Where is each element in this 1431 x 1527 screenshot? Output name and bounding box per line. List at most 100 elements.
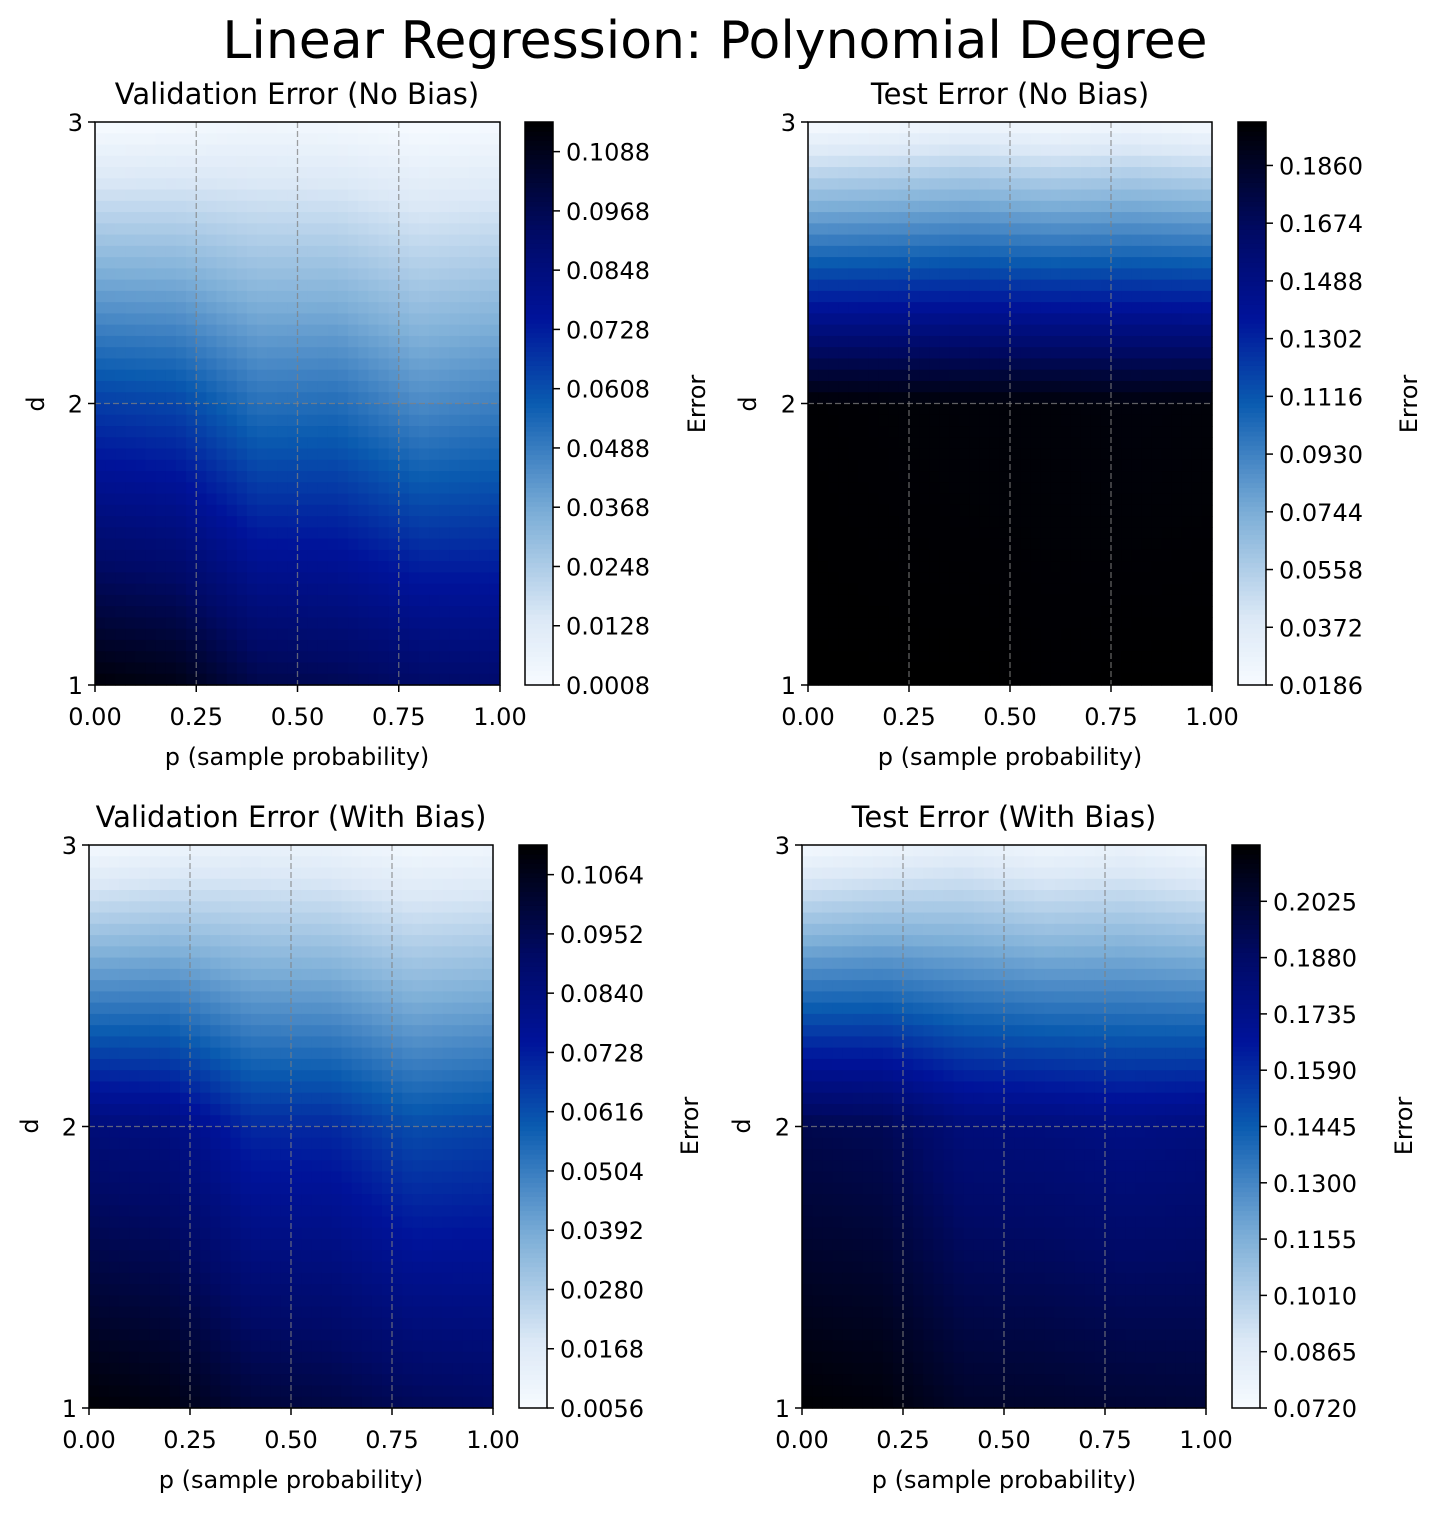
heatmap-cell bbox=[317, 426, 329, 438]
heatmap-cell bbox=[398, 380, 410, 393]
heatmap-cell bbox=[979, 606, 991, 619]
heatmap-cell bbox=[327, 639, 339, 652]
heatmap-cell bbox=[1050, 324, 1062, 337]
heatmap-cell bbox=[1121, 448, 1132, 461]
heatmap-cell bbox=[1010, 369, 1021, 382]
heatmap-cell bbox=[808, 549, 819, 562]
heatmap-cell bbox=[459, 257, 471, 269]
heatmap-cell bbox=[196, 606, 207, 619]
heatmap-cell bbox=[1131, 617, 1142, 630]
heatmap-cell bbox=[135, 504, 147, 517]
heatmap-cell bbox=[236, 290, 248, 303]
heatmap-cell bbox=[95, 662, 106, 675]
heatmap-cell bbox=[155, 335, 167, 348]
heatmap-cell bbox=[1050, 155, 1062, 168]
heatmap-cell bbox=[979, 493, 991, 506]
heatmap-cell bbox=[939, 426, 950, 438]
colorbar-segment bbox=[1238, 506, 1266, 513]
heatmap-cell bbox=[105, 302, 116, 315]
heatmap-cell bbox=[277, 200, 288, 213]
heatmap-cell bbox=[858, 369, 870, 382]
heatmap-cell bbox=[149, 912, 161, 925]
heatmap-cell bbox=[277, 448, 288, 461]
heatmap-cell bbox=[1111, 122, 1122, 134]
heatmap-cell bbox=[489, 313, 501, 326]
heatmap-cell bbox=[95, 414, 106, 427]
heatmap-cell bbox=[878, 144, 890, 157]
heatmap-cell bbox=[368, 189, 380, 202]
heatmap-cell bbox=[358, 200, 369, 213]
heatmap-cell bbox=[159, 1205, 171, 1218]
heatmap-cell bbox=[125, 459, 137, 472]
heatmap-cell bbox=[95, 268, 106, 281]
heatmap-cell bbox=[267, 549, 278, 562]
heatmap-cell bbox=[267, 155, 278, 168]
heatmap-cell bbox=[1171, 549, 1183, 562]
heatmap-cell bbox=[949, 516, 961, 528]
heatmap-cell bbox=[378, 448, 390, 461]
heatmap-cell bbox=[186, 426, 197, 438]
heatmap-cell bbox=[317, 527, 329, 540]
heatmap-cell bbox=[1040, 651, 1051, 664]
heatmap-cell bbox=[257, 482, 268, 495]
heatmap-cell bbox=[338, 178, 349, 191]
heatmap-cell bbox=[408, 313, 420, 326]
heatmap-cell bbox=[919, 155, 930, 168]
heatmap-cell bbox=[1141, 437, 1152, 450]
heatmap-cell bbox=[317, 561, 329, 573]
heatmap-cell bbox=[368, 583, 380, 596]
heatmap-cell bbox=[105, 482, 116, 495]
heatmap-cell bbox=[398, 392, 410, 405]
heatmap-cell bbox=[1020, 414, 1031, 427]
heatmap-cell bbox=[125, 448, 137, 461]
heatmap-cell bbox=[1121, 324, 1132, 337]
heatmap-cell bbox=[169, 1025, 181, 1038]
heatmap-cell bbox=[89, 991, 100, 1004]
heatmap-cell bbox=[828, 358, 839, 371]
heatmap-cell bbox=[105, 268, 116, 281]
colorbar-segment bbox=[525, 272, 553, 278]
heatmap-cell bbox=[919, 516, 930, 528]
heatmap-cell bbox=[206, 673, 218, 686]
heatmap-cell bbox=[398, 369, 410, 382]
heatmap-cell bbox=[246, 482, 258, 495]
heatmap-cell bbox=[307, 504, 319, 517]
heatmap-cell bbox=[155, 279, 167, 292]
heatmap-cell bbox=[439, 122, 450, 134]
heatmap-cell bbox=[1030, 122, 1041, 134]
heatmap-cell bbox=[1020, 155, 1031, 168]
heatmap-cell bbox=[808, 358, 819, 371]
heatmap-cell bbox=[159, 1194, 171, 1206]
heatmap-cell bbox=[348, 549, 359, 562]
heatmap-cell bbox=[125, 144, 137, 157]
heatmap-cell bbox=[119, 1205, 130, 1218]
heatmap-cell bbox=[398, 628, 410, 641]
heatmap-cell bbox=[999, 628, 1011, 641]
heatmap-cell bbox=[959, 459, 971, 472]
heatmap-cell bbox=[1070, 549, 1082, 562]
heatmap-cell bbox=[469, 290, 481, 303]
heatmap-cell bbox=[257, 122, 268, 134]
heatmap-cell bbox=[1121, 639, 1132, 652]
heatmap-cell bbox=[969, 358, 981, 371]
heatmap-cell bbox=[388, 369, 400, 382]
heatmap-cell bbox=[469, 572, 481, 585]
heatmap-cell bbox=[1100, 628, 1112, 641]
heatmap-cell bbox=[939, 324, 950, 337]
heatmap-cell bbox=[888, 369, 900, 382]
heatmap-cell bbox=[196, 167, 207, 179]
heatmap-cell bbox=[1191, 662, 1203, 675]
heatmap-cell bbox=[257, 358, 268, 371]
heatmap-cell bbox=[449, 144, 461, 157]
heatmap-cell bbox=[226, 313, 238, 326]
colorbar-segment bbox=[525, 319, 553, 325]
heatmap-cell bbox=[449, 324, 461, 337]
heatmap-cell bbox=[939, 448, 950, 461]
heatmap-cell bbox=[368, 403, 380, 416]
heatmap-cell bbox=[99, 991, 110, 1004]
heatmap-cell bbox=[898, 414, 910, 427]
heatmap-cell bbox=[95, 144, 106, 157]
heatmap-cell bbox=[919, 527, 930, 540]
colorbar-segment bbox=[525, 239, 553, 245]
heatmap-cell bbox=[449, 358, 461, 371]
